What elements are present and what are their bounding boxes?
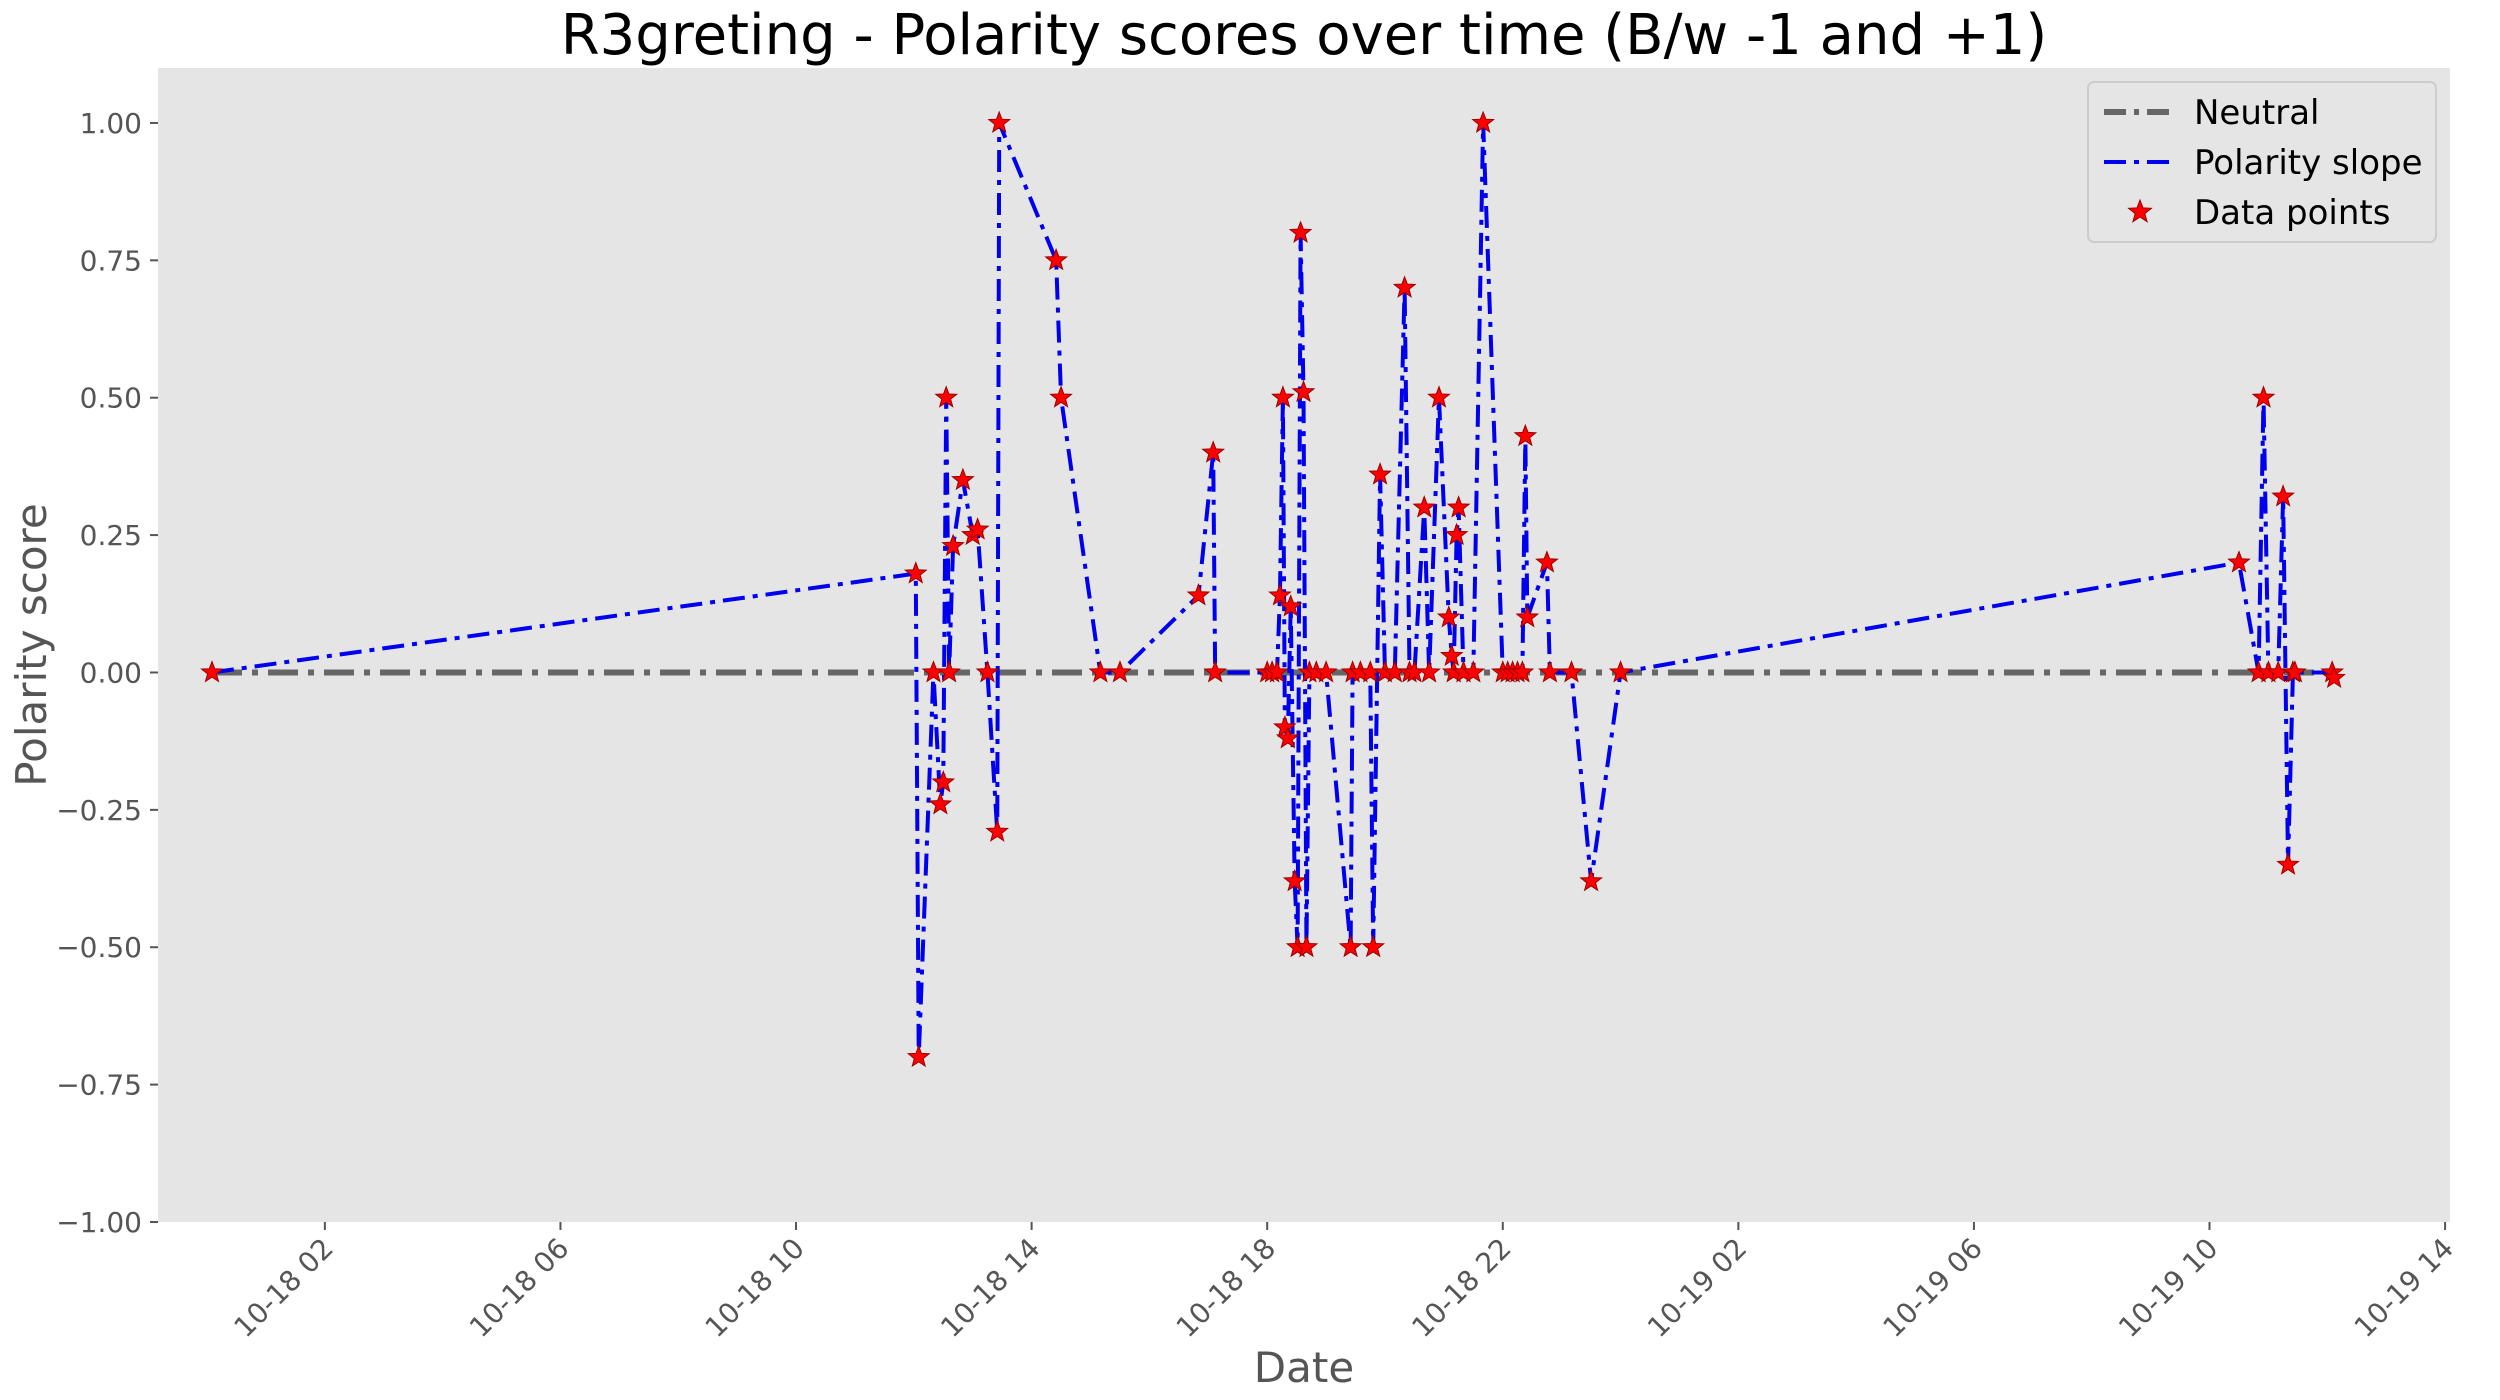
x-tick-label: 10-19 14 [2348, 1232, 2460, 1344]
data-point [2271, 484, 2295, 507]
data-point [1291, 379, 1316, 403]
data-point [1559, 660, 1584, 683]
data-point [1338, 934, 1363, 958]
data-point [2276, 852, 2300, 875]
x-tick-label: 10-19 10 [2112, 1232, 2224, 1344]
data-point [1088, 660, 1113, 683]
y-tick-label: −0.75 [56, 1069, 142, 1102]
x-axis-label: Date [1254, 1343, 1354, 1392]
data-point [1108, 660, 1132, 683]
data-point [1265, 660, 1289, 683]
y-tick-label: 0.00 [80, 656, 142, 689]
data-point [2283, 660, 2307, 683]
data-point [1471, 110, 1495, 134]
x-tick-label: 10-19 06 [1877, 1232, 1989, 1344]
data-point [1203, 660, 1227, 683]
data-point [1361, 934, 1386, 958]
data-point [1294, 934, 1319, 958]
plot-area [158, 68, 2450, 1222]
data-point [1368, 462, 1392, 485]
data-point [1579, 868, 1603, 892]
data-point [1288, 220, 1313, 243]
data-point [1417, 660, 1441, 683]
data-point [1314, 660, 1338, 683]
data-point [1444, 522, 1469, 546]
x-tick-label: 10-18 22 [1405, 1232, 1517, 1344]
y-tick-label: −1.00 [56, 1206, 142, 1239]
y-tick-label: −0.25 [56, 794, 142, 827]
x-tick-label: 10-18 14 [934, 1232, 1046, 1344]
data-point [951, 467, 975, 491]
data-point [1268, 583, 1292, 606]
data-point [1608, 660, 1633, 683]
legend-marker-icon [2127, 198, 2153, 223]
data-point [1275, 725, 1300, 749]
data-point [934, 385, 959, 408]
x-tick-label: 10-18 10 [699, 1232, 811, 1344]
data-point [1436, 605, 1461, 628]
y-tick-label: 0.25 [80, 519, 142, 552]
x-tick-label: 10-18 02 [227, 1232, 339, 1344]
data-point [1535, 550, 1559, 573]
data-point [1515, 605, 1540, 628]
y-tick-label: 0.50 [80, 382, 142, 415]
x-tick-label: 10-18 18 [1170, 1232, 1282, 1344]
data-point [2251, 385, 2276, 408]
data-point [1538, 660, 1562, 683]
data-point [1461, 660, 1486, 683]
data-point [903, 561, 928, 584]
data-point [975, 660, 1000, 683]
data-point [2227, 550, 2251, 573]
y-tick-label: 0.75 [80, 244, 142, 277]
x-tick-label: 10-18 06 [463, 1232, 575, 1344]
legend-box [2087, 81, 2437, 243]
data-point [1271, 385, 1295, 408]
data-point [1427, 385, 1451, 408]
data-point [937, 660, 961, 683]
data-point [965, 517, 990, 540]
data-point [1282, 868, 1307, 892]
data-point [1513, 423, 1538, 447]
y-axis-label: Polarity score [7, 503, 56, 786]
legend-entry-label: Polarity slope [2194, 143, 2423, 183]
legend-entry-label: Data points [2194, 193, 2390, 233]
legend-entry-label: Neutral [2194, 93, 2320, 133]
data-point [2322, 665, 2346, 689]
y-tick-label: 1.00 [80, 107, 142, 140]
data-point [987, 110, 1012, 134]
data-point [906, 1044, 931, 1068]
data-point [1392, 275, 1417, 298]
data-point [1201, 440, 1226, 463]
data-point [1044, 247, 1068, 271]
y-axis: −1.00 −0.75 −0.50 −0.25 0.00 0.25 0.50 0.75 1.00 [56, 107, 158, 1239]
data-point [1273, 714, 1297, 738]
x-axis: 10-18 02 10-18 06 10-18 10 10-18 14 10-18 18… [227, 1222, 2460, 1344]
data-point [1278, 594, 1303, 617]
chart-title: R3greting - Polarity scores over time (B… [561, 3, 2047, 68]
series-layer [200, 110, 2346, 1068]
data-point [1446, 495, 1471, 518]
data-point [1186, 583, 1211, 606]
data-point [931, 769, 956, 793]
polarity-slope-line [211, 120, 2337, 1060]
data-point [928, 791, 953, 815]
x-tick-label: 10-19 02 [1641, 1232, 1753, 1344]
data-point [1510, 660, 1535, 683]
legend: Neutral Polarity slope Data points [2087, 81, 2437, 243]
data-point [1412, 495, 1437, 518]
data-point [200, 660, 224, 683]
data-point [941, 533, 965, 557]
data-point [1049, 385, 1073, 408]
y-tick-label: −0.50 [56, 931, 142, 964]
data-point [985, 819, 1010, 842]
data-point [1439, 643, 1464, 667]
